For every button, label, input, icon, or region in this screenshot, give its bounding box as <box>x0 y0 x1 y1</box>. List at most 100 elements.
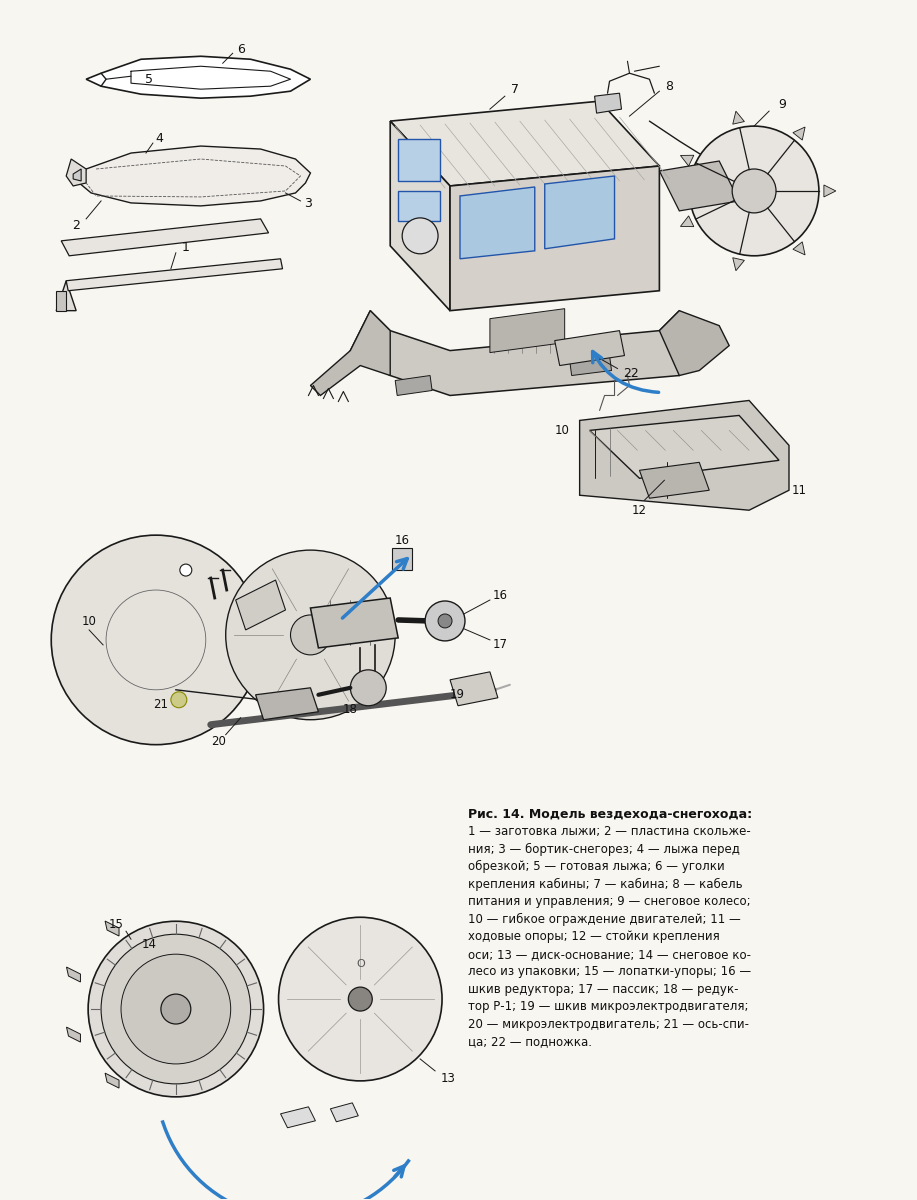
Polygon shape <box>398 191 440 221</box>
Polygon shape <box>639 462 709 498</box>
Polygon shape <box>311 311 391 396</box>
Text: 19: 19 <box>450 689 465 701</box>
Circle shape <box>690 126 819 256</box>
Polygon shape <box>659 311 729 376</box>
Circle shape <box>291 614 330 655</box>
Text: 15: 15 <box>108 918 124 931</box>
Circle shape <box>279 917 442 1081</box>
Polygon shape <box>350 311 700 396</box>
Polygon shape <box>490 308 565 353</box>
Polygon shape <box>733 112 745 124</box>
Polygon shape <box>590 415 779 479</box>
Text: 1: 1 <box>182 241 190 254</box>
Polygon shape <box>680 155 694 166</box>
Circle shape <box>101 935 250 1084</box>
Polygon shape <box>56 290 66 311</box>
Polygon shape <box>61 218 269 256</box>
Text: лесо из упаковки; 15 — лопатки-упоры; 16 —: лесо из упаковки; 15 — лопатки-упоры; 16… <box>468 965 751 978</box>
Polygon shape <box>330 1103 359 1122</box>
Text: 7: 7 <box>511 83 519 96</box>
Polygon shape <box>66 259 282 290</box>
Circle shape <box>425 601 465 641</box>
Text: 21: 21 <box>153 698 169 712</box>
Text: 1 — заготовка лыжи; 2 — пластина скольже-: 1 — заготовка лыжи; 2 — пластина скольже… <box>468 826 751 839</box>
Text: тор Р-1; 19 — шкив микроэлектродвигателя;: тор Р-1; 19 — шкив микроэлектродвигателя… <box>468 1000 748 1013</box>
Polygon shape <box>594 94 622 113</box>
Circle shape <box>226 550 395 720</box>
Text: 2: 2 <box>72 220 80 233</box>
Polygon shape <box>56 281 76 311</box>
Polygon shape <box>105 922 119 936</box>
Polygon shape <box>823 185 836 197</box>
Text: ния; 3 — бортик-снегорез; 4 — лыжа перед: ния; 3 — бортик-снегорез; 4 — лыжа перед <box>468 842 740 856</box>
Polygon shape <box>392 548 412 570</box>
Text: ходовые опоры; 12 — стойки крепления: ходовые опоры; 12 — стойки крепления <box>468 930 720 943</box>
Text: 10 — гибкое ограждение двигателей; 11 —: 10 — гибкое ограждение двигателей; 11 — <box>468 913 741 926</box>
Polygon shape <box>680 216 694 227</box>
Text: 20: 20 <box>211 736 226 748</box>
Circle shape <box>438 614 452 628</box>
Polygon shape <box>79 146 311 206</box>
Polygon shape <box>66 160 86 186</box>
Text: шкив редуктора; 17 — пассик; 18 — редук-: шкив редуктора; 17 — пассик; 18 — редук- <box>468 983 738 996</box>
Polygon shape <box>236 580 285 630</box>
Text: 10: 10 <box>555 424 569 437</box>
Polygon shape <box>398 139 440 181</box>
Text: 18: 18 <box>343 703 358 716</box>
Text: 17: 17 <box>492 638 507 652</box>
Polygon shape <box>793 127 805 140</box>
Text: питания и управления; 9 — снеговое колесо;: питания и управления; 9 — снеговое колес… <box>468 895 751 908</box>
Polygon shape <box>450 672 498 706</box>
Text: 13: 13 <box>440 1073 456 1085</box>
Polygon shape <box>569 355 612 376</box>
Text: 16: 16 <box>394 534 410 547</box>
Polygon shape <box>450 166 659 311</box>
Text: 3: 3 <box>304 198 313 210</box>
Polygon shape <box>311 598 398 648</box>
Circle shape <box>88 922 263 1097</box>
Polygon shape <box>86 56 311 98</box>
Text: оси; 13 — диск-основание; 14 — снеговое ко-: оси; 13 — диск-основание; 14 — снеговое … <box>468 948 751 961</box>
Text: обрезкой; 5 — готовая лыжа; 6 — уголки: обрезкой; 5 — готовая лыжа; 6 — уголки <box>468 860 724 874</box>
Polygon shape <box>67 967 81 982</box>
Text: 14: 14 <box>141 937 157 950</box>
Polygon shape <box>391 101 659 186</box>
Polygon shape <box>391 121 450 311</box>
Text: 9: 9 <box>779 97 786 110</box>
Circle shape <box>180 564 192 576</box>
Circle shape <box>171 691 187 708</box>
Text: 20 — микроэлектродвигатель; 21 — ось-спи-: 20 — микроэлектродвигатель; 21 — ось-спи… <box>468 1018 749 1031</box>
Polygon shape <box>733 258 745 271</box>
Polygon shape <box>555 331 624 366</box>
Circle shape <box>350 670 386 706</box>
Text: 10: 10 <box>82 616 96 629</box>
Text: 11: 11 <box>791 484 806 497</box>
Text: крепления кабины; 7 — кабина; 8 — кабель: крепления кабины; 7 — кабина; 8 — кабель <box>468 878 743 890</box>
Polygon shape <box>105 1073 119 1088</box>
Text: 6: 6 <box>237 43 245 55</box>
Circle shape <box>348 988 372 1012</box>
Polygon shape <box>580 401 789 510</box>
Text: 12: 12 <box>632 504 647 517</box>
Circle shape <box>403 218 438 254</box>
Text: 8: 8 <box>666 79 673 92</box>
Text: 4: 4 <box>155 132 163 144</box>
Polygon shape <box>545 176 614 248</box>
Circle shape <box>732 169 776 212</box>
Circle shape <box>51 535 260 745</box>
Polygon shape <box>256 688 318 720</box>
Circle shape <box>121 954 231 1064</box>
Text: 22: 22 <box>624 367 639 380</box>
Polygon shape <box>73 169 81 181</box>
Polygon shape <box>659 161 739 211</box>
Polygon shape <box>793 242 805 254</box>
Text: Рис. 14. Модель вездехода-снегохода:: Рис. 14. Модель вездехода-снегохода: <box>468 808 752 821</box>
Polygon shape <box>460 187 535 259</box>
Polygon shape <box>281 1106 315 1128</box>
Text: ца; 22 — подножка.: ца; 22 — подножка. <box>468 1034 592 1048</box>
Text: 5: 5 <box>145 73 153 85</box>
Polygon shape <box>67 1027 81 1042</box>
Polygon shape <box>395 376 432 396</box>
Circle shape <box>160 994 191 1024</box>
Text: 16: 16 <box>492 588 507 601</box>
